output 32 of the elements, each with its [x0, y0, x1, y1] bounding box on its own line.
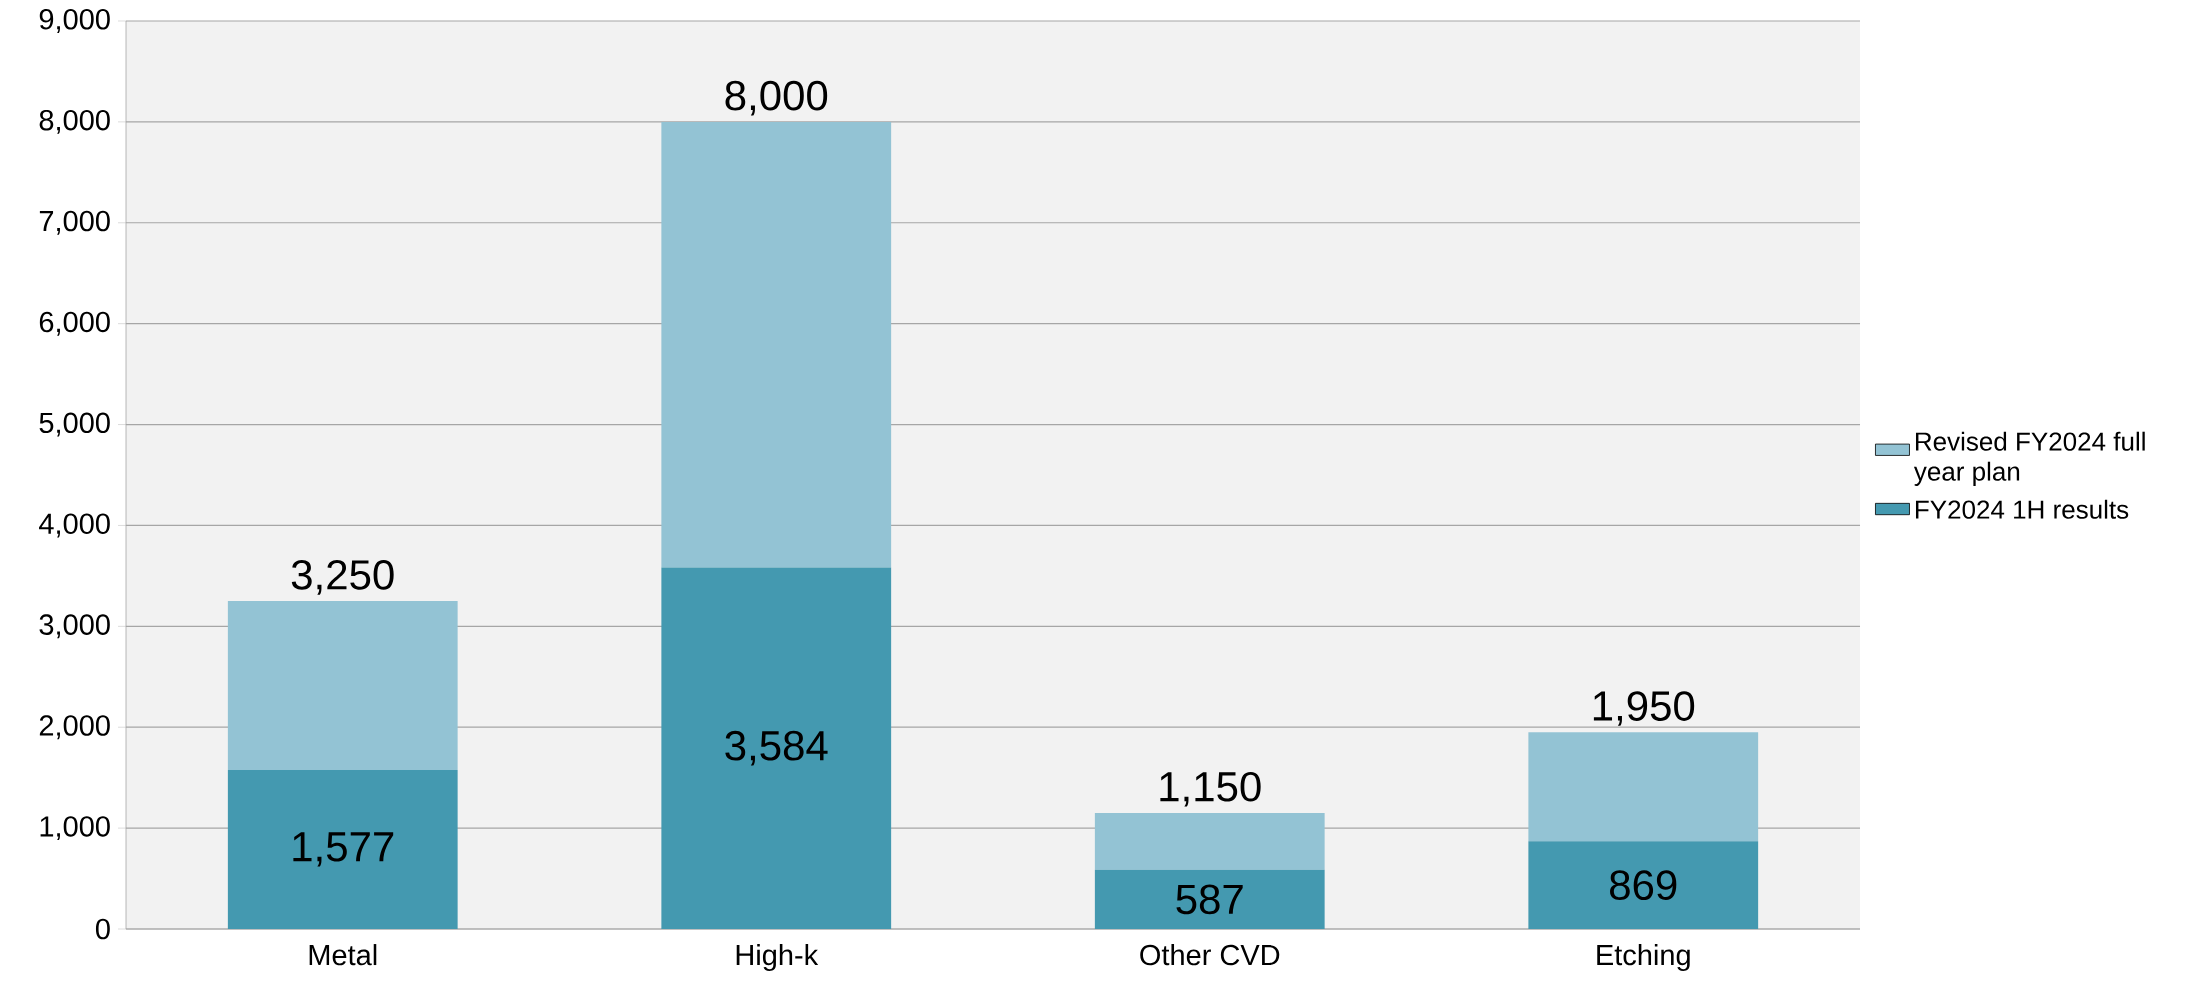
y-tick-label: 2,000 — [39, 715, 110, 740]
y-tick-label: 6,000 — [39, 311, 110, 336]
y-tick-label: 1,000 — [40, 816, 110, 841]
y-tick-label: 8,000 — [39, 109, 110, 134]
bar — [661, 121, 892, 568]
legend-label: Revised FY2024 full year plan — [1913, 431, 2145, 486]
bar — [1094, 812, 1325, 870]
total-label: 3,250 — [291, 560, 394, 595]
bar — [661, 567, 892, 929]
bar — [227, 769, 458, 929]
x-tick-label: High-k — [736, 944, 819, 972]
y-tick-label: 5,000 — [39, 412, 110, 437]
x-tick-label: Other CVD — [1140, 944, 1280, 966]
data-label: 869 — [1610, 870, 1677, 901]
legend-label: FY2024 1H results — [1915, 499, 2129, 519]
data-label: 1,577 — [293, 832, 394, 867]
bar — [1094, 869, 1325, 929]
data-label: 3,584 — [725, 730, 828, 766]
data-label: 587 — [1176, 884, 1243, 915]
x-tick-label: Etching — [1597, 944, 1690, 972]
bar — [1528, 841, 1759, 929]
bar — [1528, 732, 1759, 842]
bar — [227, 601, 458, 770]
y-tick-label: 9,000 — [39, 9, 110, 33]
total-label: 1,150 — [1160, 771, 1261, 807]
y-tick-label: 7,000 — [39, 210, 110, 235]
total-label: 8,000 — [725, 80, 828, 116]
y-tick-label: 0 — [95, 918, 110, 940]
y-tick-label: 3,000 — [39, 614, 110, 639]
y-tick-label: 4,000 — [39, 513, 110, 538]
x-tick-label: Metal — [309, 944, 377, 966]
total-label: 1,950 — [1593, 691, 1695, 726]
